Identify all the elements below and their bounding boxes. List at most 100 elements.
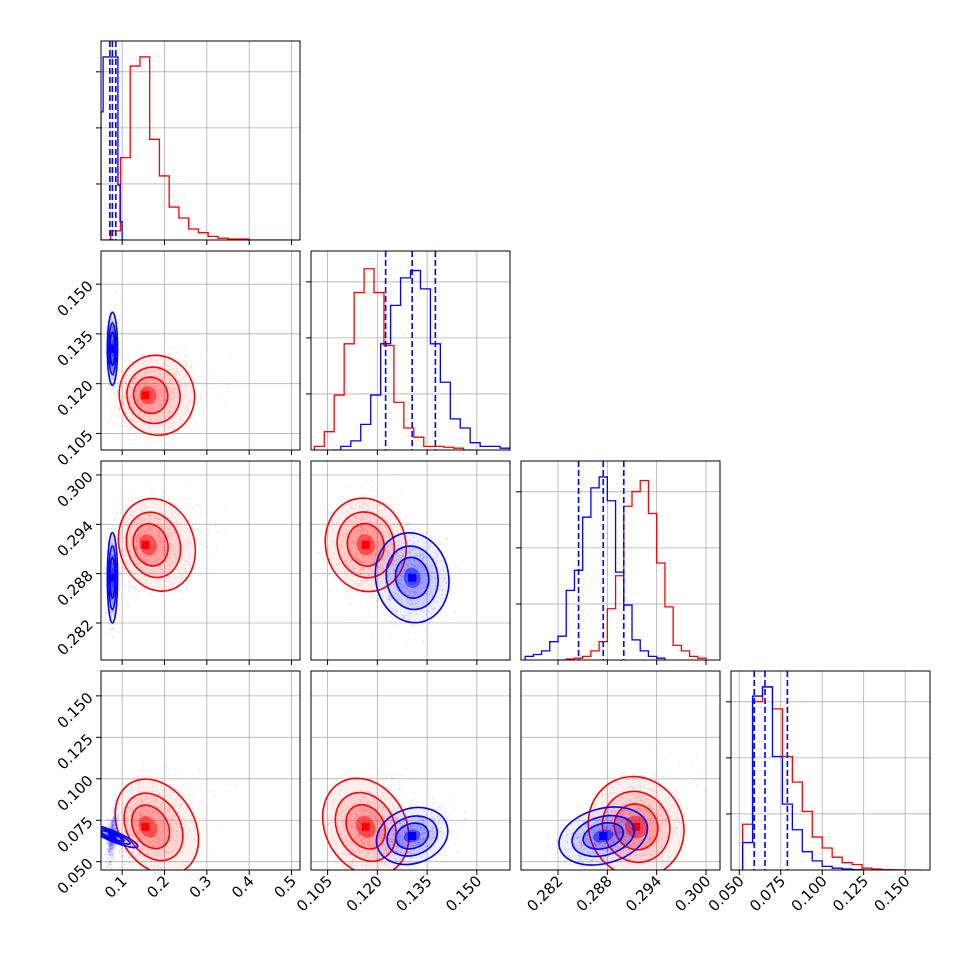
scatter-point bbox=[354, 516, 357, 519]
scatter-point bbox=[114, 630, 116, 632]
scatter-point bbox=[183, 540, 186, 543]
scatter-point bbox=[145, 584, 148, 587]
panel-frame bbox=[100, 460, 301, 661]
scatter-point bbox=[104, 382, 106, 385]
scatter-point bbox=[423, 594, 425, 597]
scatter-point bbox=[111, 327, 114, 330]
scatter-point bbox=[126, 805, 129, 808]
scatter-point bbox=[165, 526, 167, 528]
scatter-point bbox=[143, 525, 146, 528]
scatter-point bbox=[163, 398, 166, 401]
scatter-point bbox=[353, 546, 355, 548]
scatter-point bbox=[381, 569, 384, 572]
scatter-point bbox=[346, 564, 349, 567]
scatter-point bbox=[370, 489, 372, 491]
scatter-point bbox=[127, 498, 130, 501]
scatter-point bbox=[392, 582, 395, 585]
scatter-point bbox=[368, 614, 371, 617]
scatter-point bbox=[158, 531, 161, 534]
scatter-point bbox=[158, 389, 161, 392]
scatter-point bbox=[134, 557, 137, 560]
scatter-point bbox=[111, 328, 113, 331]
scatter-point bbox=[130, 427, 133, 430]
scatter-point bbox=[372, 561, 375, 564]
scatter-point bbox=[148, 409, 151, 412]
scatter-point bbox=[136, 865, 138, 868]
scatter-point bbox=[423, 556, 426, 559]
scatter-point bbox=[111, 367, 114, 370]
scatter-point bbox=[405, 585, 408, 587]
scatter-point bbox=[199, 505, 201, 508]
scatter-point bbox=[340, 507, 343, 510]
scatter-point bbox=[374, 554, 377, 557]
scatter-point bbox=[454, 563, 457, 566]
scatter-point bbox=[127, 565, 130, 568]
scatter-point bbox=[204, 772, 207, 775]
scatter-point bbox=[422, 586, 425, 589]
scatter-point bbox=[134, 376, 137, 379]
scatter-point bbox=[112, 378, 115, 381]
scatter-point bbox=[403, 591, 406, 594]
scatter-point bbox=[136, 399, 139, 401]
scatter-point bbox=[135, 818, 138, 821]
scatter-point bbox=[189, 563, 191, 566]
scatter-point bbox=[422, 640, 425, 643]
scatter-point bbox=[420, 609, 423, 611]
scatter-point bbox=[388, 582, 390, 585]
scatter-point bbox=[340, 545, 342, 548]
scatter-point bbox=[148, 380, 150, 383]
scatter-point bbox=[127, 408, 130, 411]
scatter-point bbox=[188, 795, 191, 798]
scatter-point bbox=[115, 844, 118, 846]
scatter-point bbox=[377, 572, 380, 574]
scatter-point bbox=[127, 408, 130, 411]
scatter-point bbox=[431, 568, 434, 571]
scatter-point bbox=[369, 577, 372, 580]
scatter-point bbox=[393, 569, 395, 571]
scatter-point bbox=[118, 588, 121, 591]
scatter-point bbox=[365, 580, 368, 582]
scatter-point bbox=[431, 564, 434, 567]
scatter-point bbox=[134, 555, 137, 558]
scatter-point bbox=[340, 585, 343, 587]
scatter-point bbox=[112, 398, 115, 401]
scatter-point bbox=[200, 511, 203, 514]
scatter-point bbox=[137, 403, 140, 405]
scatter-point bbox=[364, 526, 367, 528]
scatter-point bbox=[110, 540, 112, 543]
scatter-point bbox=[169, 390, 172, 393]
scatter-point bbox=[378, 504, 381, 507]
scatter-point bbox=[180, 528, 183, 531]
scatter-point bbox=[421, 570, 423, 572]
scatter-point bbox=[370, 521, 372, 524]
scatter-point bbox=[170, 539, 172, 542]
scatter-point bbox=[432, 557, 435, 560]
scatter-point bbox=[390, 597, 393, 600]
scatter-point bbox=[162, 546, 165, 549]
scatter-point bbox=[360, 524, 363, 527]
scatter-point bbox=[386, 487, 389, 489]
scatter-point bbox=[358, 560, 361, 563]
scatter-point bbox=[111, 548, 113, 551]
scatter-point bbox=[163, 540, 166, 543]
scatter-point bbox=[128, 562, 131, 564]
scatter-point bbox=[370, 521, 373, 524]
scatter-point bbox=[131, 419, 134, 422]
scatter-point bbox=[183, 547, 186, 550]
scatter-point bbox=[138, 561, 141, 564]
scatter-point bbox=[123, 855, 126, 858]
scatter-point bbox=[358, 565, 360, 567]
scatter-point bbox=[386, 554, 389, 557]
scatter-point bbox=[109, 543, 112, 545]
scatter-point bbox=[419, 569, 422, 572]
scatter-point bbox=[369, 558, 372, 560]
scatter-point bbox=[110, 624, 113, 627]
scatter-point bbox=[170, 397, 173, 400]
scatter-point bbox=[159, 391, 162, 394]
scatter-point bbox=[403, 615, 406, 618]
scatter-point bbox=[137, 376, 140, 379]
scatter-point bbox=[368, 555, 370, 558]
scatter-point bbox=[150, 554, 153, 557]
scatter-point bbox=[110, 812, 113, 815]
plot-area bbox=[311, 476, 464, 647]
